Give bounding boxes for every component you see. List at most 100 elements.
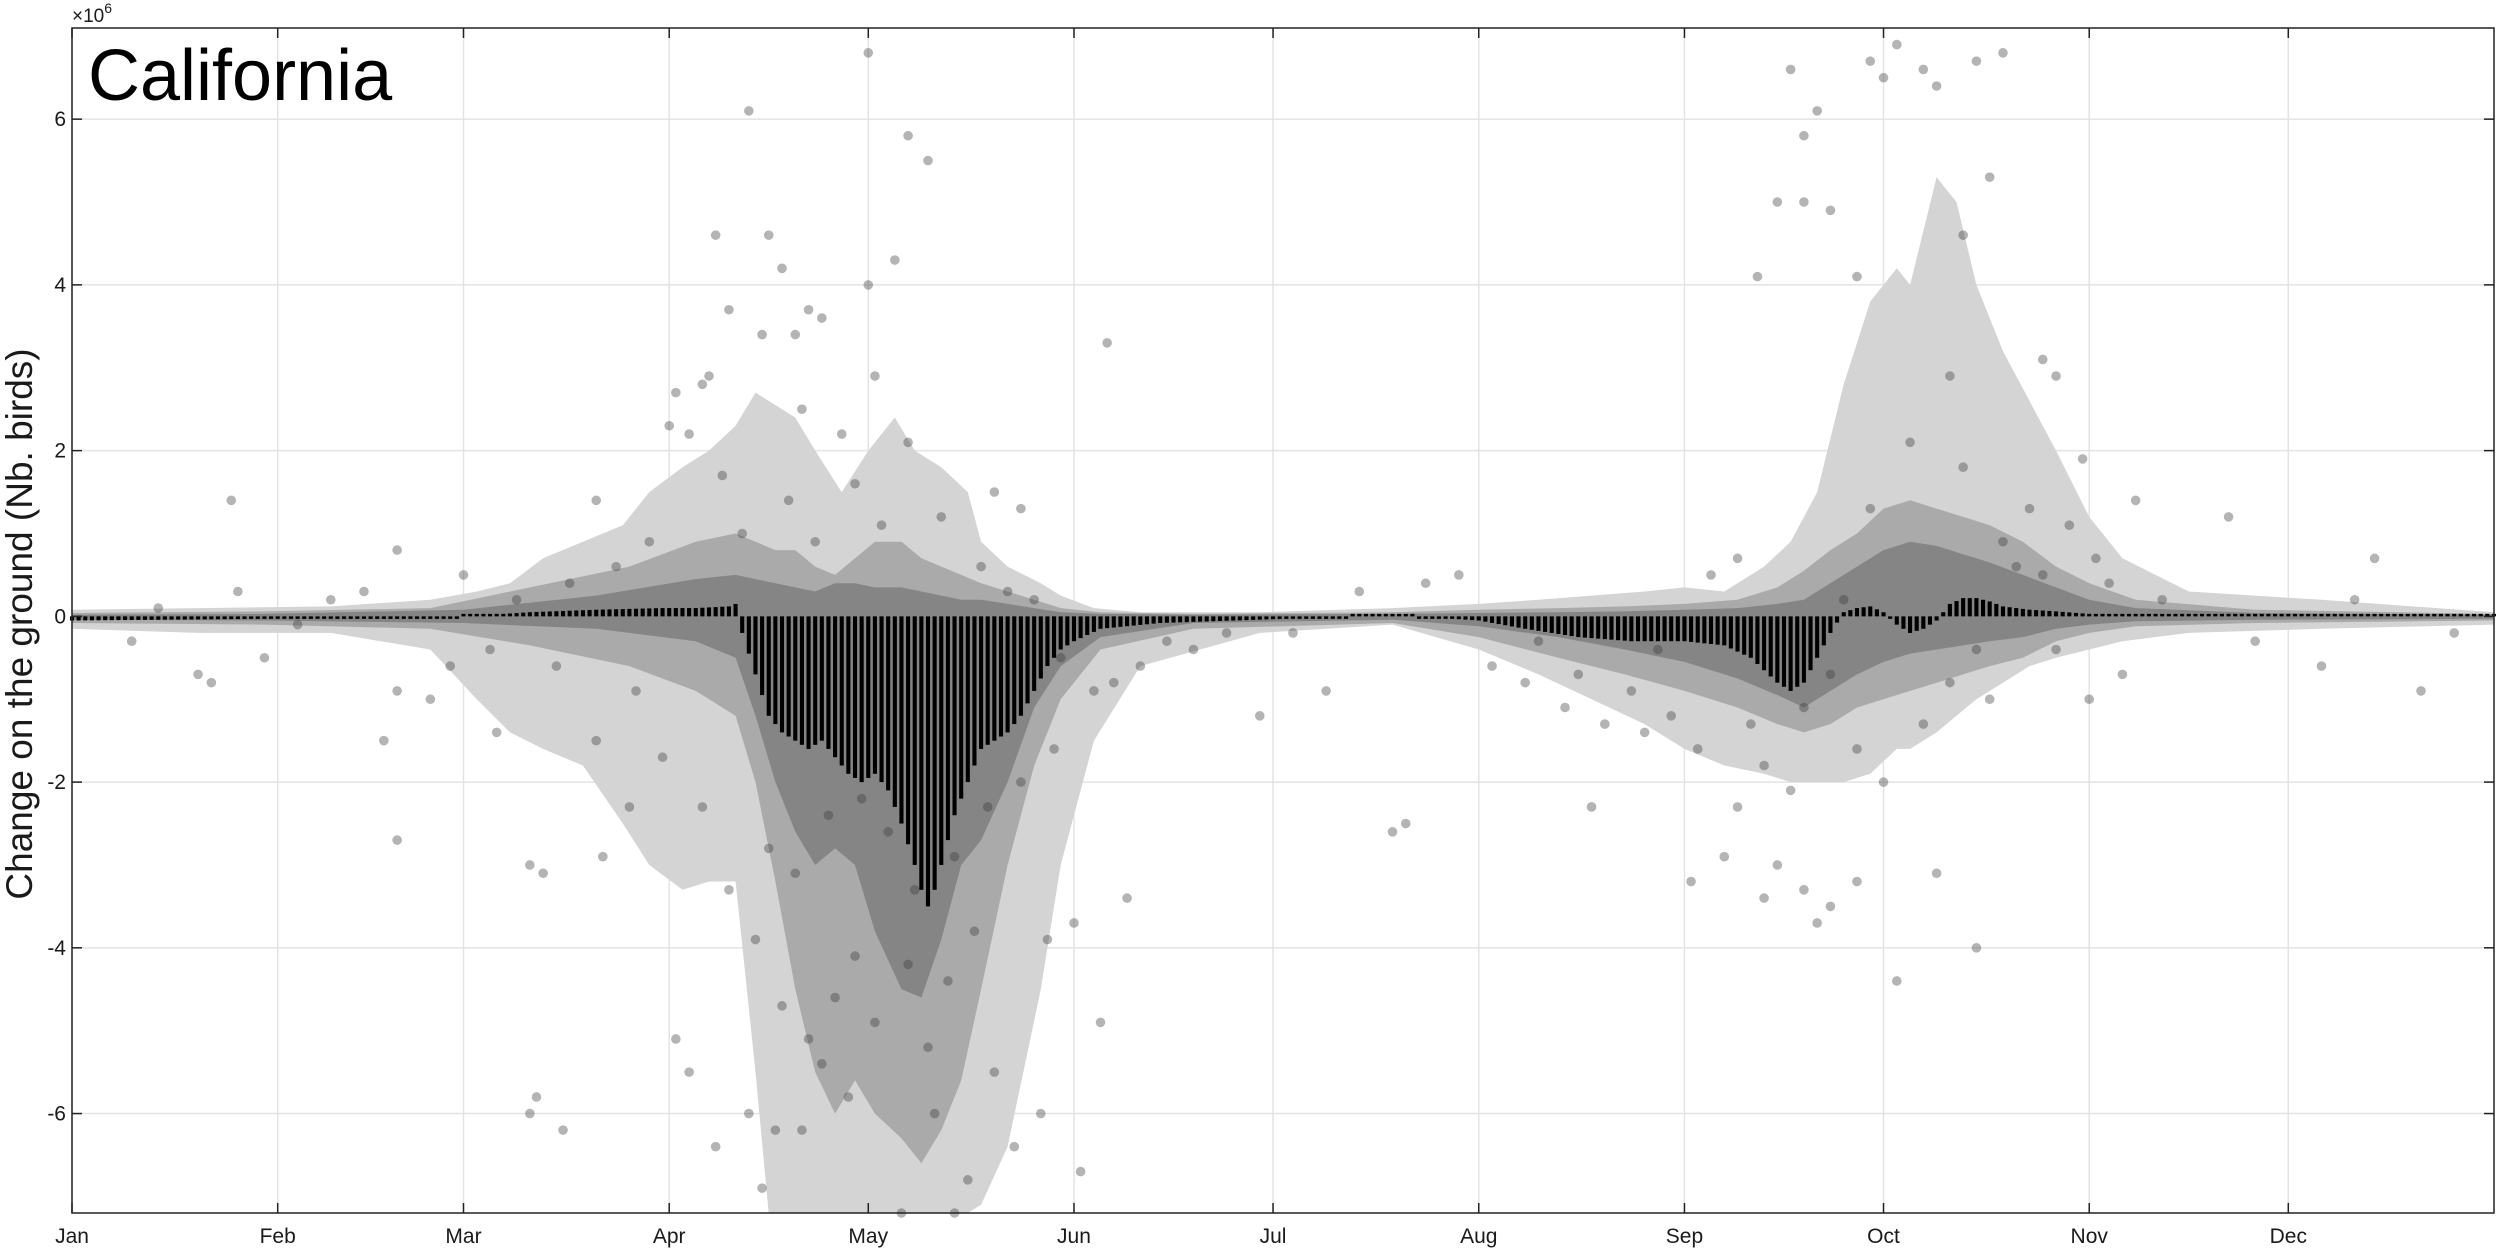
scatter-point [1692, 744, 1703, 754]
scatter-point [1016, 503, 1026, 514]
scatter-layer [126, 39, 2459, 1218]
scatter-point [1420, 578, 1431, 589]
daily-bar [2053, 611, 2059, 617]
y-tick-label: 2 [54, 440, 66, 463]
scatter-point [976, 561, 986, 572]
daily-bar [302, 616, 307, 619]
daily-bar [1649, 616, 1654, 642]
scatter-point [1626, 686, 1637, 696]
daily-bar [395, 616, 400, 619]
daily-bar [2027, 609, 2032, 617]
daily-bar [2180, 613, 2185, 617]
scatter-point [1891, 976, 1902, 986]
x-tick-label-aug: Aug [1460, 1225, 1497, 1248]
daily-bar [255, 616, 260, 619]
daily-bar [182, 616, 187, 620]
daily-bar [1171, 616, 1176, 623]
scatter-point [1812, 106, 1822, 116]
daily-bar [1410, 613, 1415, 617]
daily-bar [839, 616, 844, 766]
daily-bar [1503, 616, 1508, 626]
scatter-point [1600, 719, 1610, 729]
daily-bar [959, 616, 964, 799]
daily-bar [2452, 613, 2457, 617]
middle-band [72, 500, 2494, 1164]
scatter-point [2051, 644, 2061, 655]
scatter-point [1878, 777, 1889, 787]
daily-bar [2266, 613, 2271, 617]
daily-bar [2306, 613, 2311, 617]
daily-bar [1914, 616, 1919, 631]
scatter-point [1785, 64, 1796, 75]
daily-bar [1569, 616, 1574, 637]
scatter-point [2084, 694, 2095, 705]
daily-bar [1045, 616, 1050, 667]
daily-bar [1237, 616, 1242, 621]
scatter-point [2117, 669, 2128, 680]
scatter-point [491, 727, 502, 738]
daily-bar [1755, 616, 1760, 665]
daily-bar [2153, 613, 2158, 617]
bar-layer [69, 598, 2496, 907]
daily-bar [1251, 616, 1256, 620]
daily-bar [607, 609, 612, 617]
scatter-point [591, 735, 602, 746]
daily-bar [295, 616, 300, 619]
daily-bar [534, 611, 539, 617]
scatter-point [2250, 636, 2260, 647]
daily-bar [521, 612, 526, 617]
daily-bar [806, 616, 811, 749]
scatter-point [1135, 661, 1146, 671]
scatter-point [1560, 702, 1570, 713]
scatter-point [591, 495, 602, 506]
daily-bar [998, 616, 1004, 737]
scatter-point [1852, 876, 1862, 887]
daily-bar [189, 616, 194, 620]
scatter-point [485, 644, 495, 655]
daily-bar [600, 609, 605, 617]
daily-bar [1682, 616, 1687, 642]
scatter-point [359, 586, 369, 597]
daily-bar [1901, 616, 1906, 629]
daily-bar [1874, 609, 1879, 617]
daily-bar [1881, 612, 1886, 617]
scatter-point [763, 230, 774, 240]
daily-bar [202, 616, 207, 620]
scatter-point [292, 619, 303, 630]
daily-bar [2000, 606, 2006, 617]
daily-bar [1052, 616, 1057, 658]
scatter-point [1573, 669, 1584, 680]
daily-bar [992, 616, 997, 741]
daily-bar [1297, 616, 1302, 619]
daily-bar [1602, 616, 1607, 640]
scatter-point [1825, 205, 1836, 216]
daily-bar [1841, 612, 1846, 617]
scatter-point [870, 371, 880, 381]
scatter-point [704, 371, 714, 381]
daily-bar [1981, 599, 1986, 617]
scatter-point [2051, 371, 2061, 381]
scatter-point [445, 661, 456, 671]
y-tick-label: -2 [47, 771, 66, 794]
scatter-point [1639, 727, 1650, 738]
daily-bar [76, 616, 81, 621]
scatter-point [803, 1034, 814, 1044]
daily-bar [89, 616, 94, 621]
daily-bar [408, 616, 413, 619]
daily-bar [1589, 616, 1594, 639]
daily-bar [1071, 616, 1077, 642]
scatter-point [1666, 710, 1676, 721]
daily-bar [2418, 613, 2424, 617]
scatter-point [697, 379, 708, 390]
scatter-point [1812, 918, 1822, 928]
daily-bar [2087, 613, 2092, 617]
daily-bar [786, 616, 791, 737]
daily-bar [2186, 613, 2191, 617]
scatter-point [810, 536, 820, 547]
scatter-point [2416, 686, 2426, 696]
grid-layer [71, 28, 2494, 1213]
daily-bar [1197, 616, 1203, 622]
scatter-point [943, 976, 953, 986]
scatter-point [1069, 918, 1079, 928]
scatter-point [1454, 570, 1464, 580]
